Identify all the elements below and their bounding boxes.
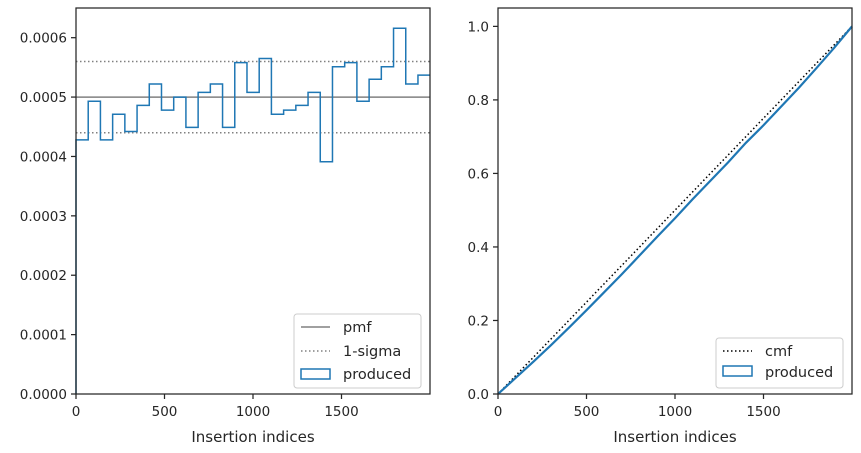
x-tick-label: 0	[494, 404, 503, 420]
x-tick-label: 500	[152, 404, 178, 420]
y-tick-label: 0.0003	[20, 209, 67, 225]
produced-histogram-step	[75, 27, 430, 394]
x-axis-ticks: 0 500 1000 1500	[494, 394, 781, 420]
x-axis-ticks: 0 500 1000 1500	[72, 394, 359, 420]
legend-produced-label: produced	[343, 367, 411, 383]
legend: pmf 1-sigma produced	[293, 313, 422, 389]
y-tick-label: 0.0005	[20, 90, 67, 106]
x-axis-label: Insertion indices	[613, 428, 736, 446]
legend-produced-swatch	[300, 368, 331, 380]
histogram-panel: 0 500 1000 1500 0.00000.00010.00020.00030.0…	[20, 7, 431, 446]
x-tick-label: 1000	[658, 404, 692, 420]
x-tick-label: 0	[72, 404, 81, 420]
y-tick-label: 0.0001	[20, 328, 67, 344]
legend-pmf-label: pmf	[343, 320, 372, 336]
produced-line	[497, 25, 853, 395]
y-tick-label: 0.6	[468, 166, 489, 182]
y-tick-label: 0.0006	[20, 31, 67, 47]
legend: cmf produced	[715, 337, 844, 389]
y-tick-label: 0.0002	[20, 268, 67, 284]
x-tick-label: 500	[574, 404, 600, 420]
legend-cmf-label: cmf	[765, 344, 793, 360]
y-tick-label: 0.4	[468, 240, 489, 256]
histogram-marks	[75, 27, 430, 394]
y-tick-label: 0.2	[468, 313, 489, 329]
x-axis-label: Insertion indices	[191, 428, 314, 446]
y-tick-label: 0.0	[468, 387, 489, 403]
cumulative-axes-frame	[497, 7, 853, 395]
legend-1-sigma-label: 1-sigma	[343, 344, 401, 360]
cumulative-marks	[497, 25, 853, 395]
cumulative-panel: 0 500 1000 1500 0.0 0.2 0.4 0.6 0.8 1.0 Insertio…	[468, 7, 853, 446]
legend-produced-swatch	[722, 365, 753, 377]
y-tick-label: 0.0004	[20, 149, 67, 165]
y-tick-label: 1.0	[468, 19, 489, 35]
y-axis-ticks: 0.0 0.2 0.4 0.6 0.8 1.0	[468, 19, 498, 403]
y-tick-label: 0.0000	[20, 387, 67, 403]
x-tick-label: 1500	[324, 404, 358, 420]
x-tick-label: 1000	[236, 404, 270, 420]
cmf-line	[497, 25, 853, 395]
x-tick-label: 1500	[746, 404, 780, 420]
legend-produced-label: produced	[765, 365, 833, 381]
y-tick-label: 0.8	[468, 93, 489, 109]
y-axis-ticks: 0.0000 0.0001 0.0002 0.0003 0.0004 0.0005 0.00…	[20, 31, 76, 403]
